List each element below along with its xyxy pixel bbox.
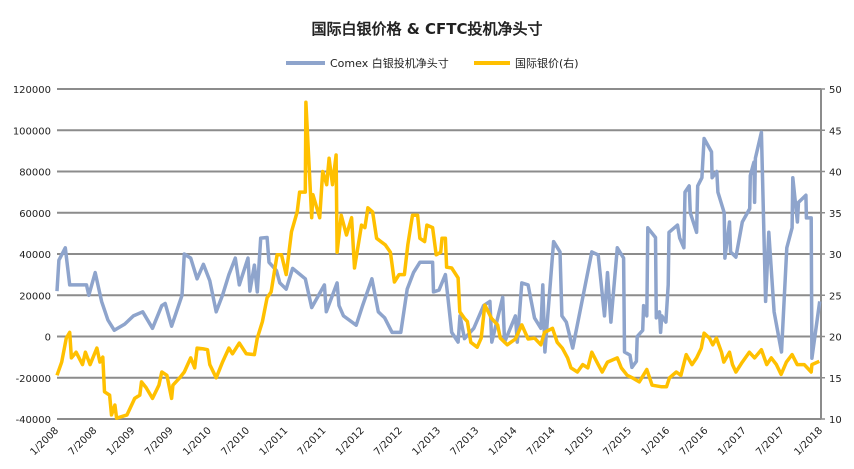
- x-tick-label: 1/2010: [181, 425, 214, 458]
- y-tick-label: -20000: [16, 374, 51, 385]
- x-tick-label: 1/2011: [258, 425, 291, 458]
- y-tick-label: -40000: [16, 415, 51, 426]
- x-tick-label: 1/2008: [28, 425, 61, 458]
- x-tick-label: 7/2009: [143, 425, 176, 458]
- y2-tick-label: 40: [829, 168, 842, 179]
- x-tick-label: 7/2016: [678, 425, 711, 458]
- x-tick-label: 1/2017: [716, 425, 749, 458]
- y-tick-label: 40000: [19, 250, 51, 261]
- y2-tick-label: 50: [829, 85, 842, 96]
- legend-label-price: 国际银价(右): [515, 56, 579, 70]
- y-tick-label: 0: [45, 333, 51, 344]
- x-tick-label: 7/2008: [67, 425, 100, 458]
- y-tick-label: 80000: [19, 168, 51, 179]
- y-tick-label: 60000: [19, 209, 51, 220]
- y2-tick-label: 25: [829, 291, 842, 302]
- y-tick-label: 120000: [13, 85, 51, 96]
- x-tick-label: 1/2009: [105, 425, 138, 458]
- x-tick-label: 7/2013: [449, 425, 482, 458]
- x-tick-label: 1/2018: [792, 425, 825, 458]
- y-axis-left: 120000 100000 80000 60000 40000 20000 0 -20000 -…: [13, 85, 51, 426]
- y-axis-right: 50 45 40 35 30 25 20 15 10: [829, 85, 842, 426]
- chart-title: 国际白银价格 & CFTC投机净头寸: [311, 20, 542, 38]
- x-tick-label: 7/2017: [754, 425, 787, 458]
- y-tick-label: 20000: [19, 291, 51, 302]
- legend-label-positions: Comex 白银投机净头寸: [330, 56, 449, 70]
- x-axis: 1/2008 7/2008 1/2009 7/2009 1/2010 7/2010 1/20…: [28, 425, 825, 458]
- x-tick-label: 7/2014: [525, 425, 558, 458]
- x-tick-label: 7/2010: [219, 425, 252, 458]
- x-tick-label: 7/2011: [296, 425, 329, 458]
- x-tick-label: 7/2012: [372, 425, 405, 458]
- y2-tick-label: 15: [829, 374, 842, 385]
- series-line-silver-price: [55, 100, 821, 420]
- x-tick-label: 1/2014: [487, 425, 520, 458]
- x-tick-label: 1/2012: [334, 425, 367, 458]
- y2-tick-label: 35: [829, 209, 842, 220]
- y-tick-label: 100000: [13, 126, 51, 137]
- y2-tick-label: 10: [829, 415, 842, 426]
- x-tick-label: 1/2016: [640, 425, 673, 458]
- series-line-net-positions: [55, 130, 822, 370]
- y2-tick-label: 45: [829, 126, 842, 137]
- x-tick-label: 1/2013: [410, 425, 443, 458]
- legend: Comex 白银投机净头寸 国际银价(右): [286, 56, 579, 70]
- x-tick-label: 7/2015: [601, 425, 634, 458]
- y2-tick-label: 20: [829, 333, 842, 344]
- y2-tick-label: 30: [829, 250, 842, 261]
- series-lines: [55, 100, 822, 420]
- x-tick-label: 1/2015: [563, 425, 596, 458]
